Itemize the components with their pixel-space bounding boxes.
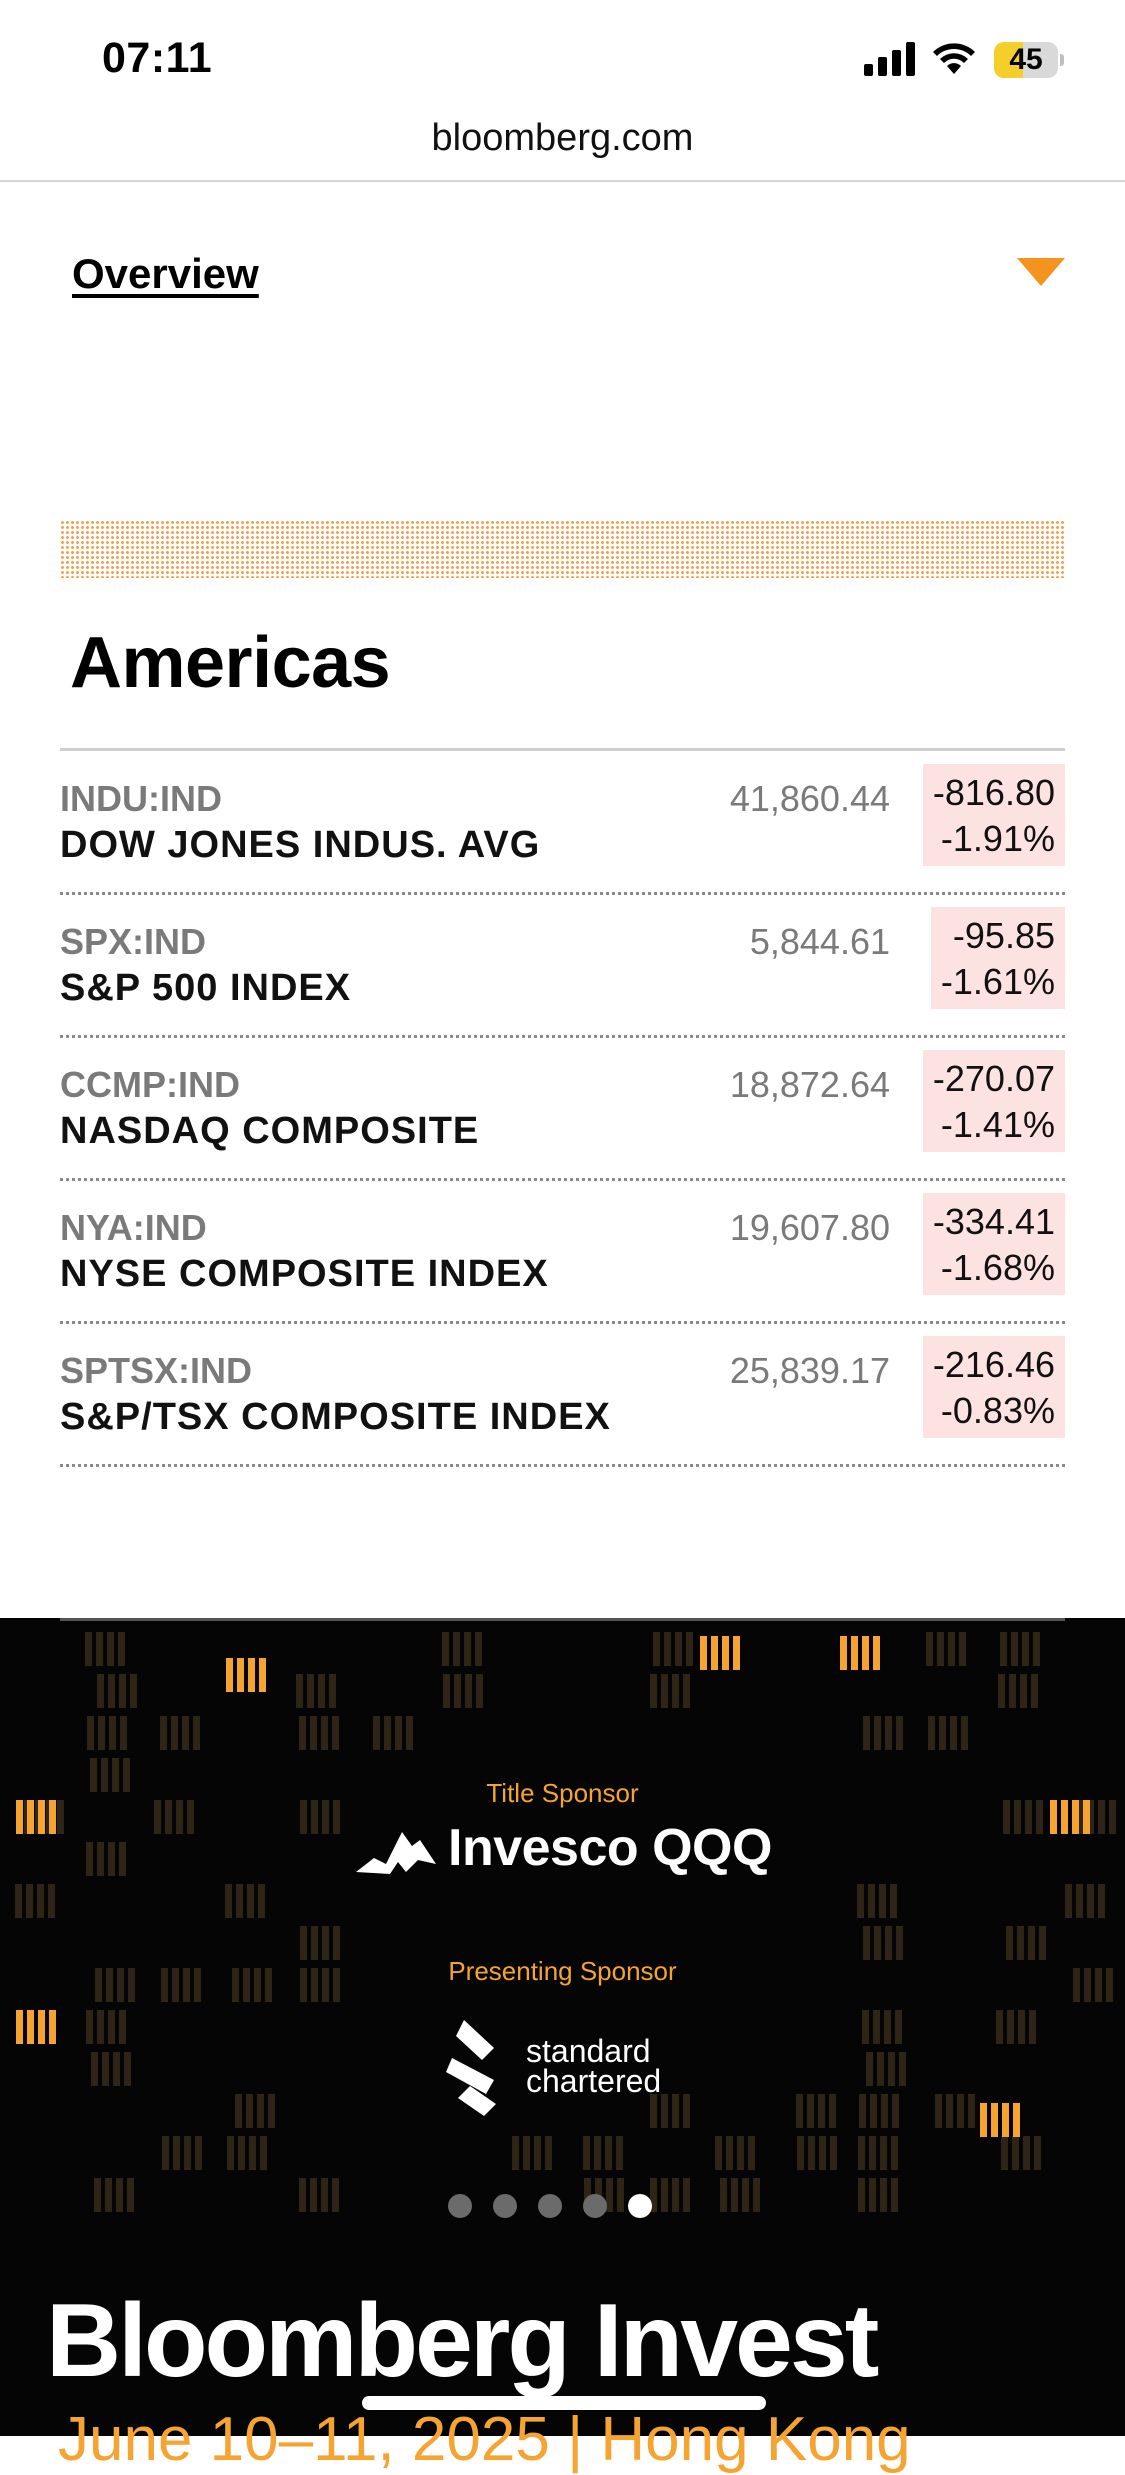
standard-chartered-icon — [446, 2020, 496, 2116]
quote-change-pct: -0.83% — [940, 1390, 1055, 1431]
quote-price: 25,839.17 — [729, 1350, 890, 1391]
quote-row[interactable]: NYA:IND NYSE COMPOSITE INDEX 19,607.80 -… — [60, 1181, 1065, 1324]
triangle-down-icon[interactable] — [1017, 258, 1065, 286]
quote-change: -816.80 — [932, 772, 1055, 813]
quote-ticker: SPX:IND — [60, 921, 207, 962]
presenting-sponsor-label: Presenting Sponsor — [448, 1956, 677, 1986]
mountain-icon — [356, 1832, 436, 1874]
battery-level: 45 — [1009, 43, 1043, 76]
signal-icon — [864, 42, 915, 76]
quote-change-badge: -270.07 -1.41% — [922, 1050, 1065, 1152]
quote-list: INDU:IND DOW JONES INDUS. AVG 41,860.44 … — [60, 752, 1065, 1467]
quote-change: -95.85 — [952, 915, 1055, 956]
quote-change-badge: -95.85 -1.61% — [930, 907, 1065, 1009]
quote-change: -270.07 — [932, 1058, 1055, 1099]
quote-ticker: SPTSX:IND — [60, 1350, 253, 1391]
battery-fill — [994, 42, 1023, 78]
quote-price: 41,860.44 — [729, 778, 890, 819]
address-bar[interactable]: bloomberg.com — [0, 110, 1125, 182]
battery-icon: 45 — [994, 42, 1064, 78]
sponsor-ad-banner[interactable]: Title Sponsor Invesco QQQ Presenting Spo… — [0, 1618, 1125, 2436]
status-time: 07:11 — [102, 34, 213, 82]
quote-name: S&P/TSX COMPOSITE INDEX — [60, 1396, 611, 1438]
carousel-dots[interactable] — [448, 2194, 658, 2222]
quote-ticker: CCMP:IND — [60, 1064, 240, 1105]
quote-change: -216.46 — [932, 1344, 1055, 1385]
carousel-dot[interactable] — [538, 2194, 562, 2218]
quote-row[interactable]: SPTSX:IND S&P/TSX COMPOSITE INDEX 25,839… — [60, 1324, 1065, 1467]
invesco-logo: Invesco QQQ — [356, 1818, 776, 1882]
quote-change-badge: -216.46 -0.83% — [922, 1336, 1065, 1438]
quote-price: 19,607.80 — [729, 1207, 890, 1248]
title-sponsor-name: Invesco QQQ — [448, 1819, 772, 1877]
quote-name: DOW JONES INDUS. AVG — [60, 824, 541, 866]
wifi-icon — [933, 43, 975, 74]
quote-row[interactable]: CCMP:IND NASDAQ COMPOSITE 18,872.64 -270… — [60, 1038, 1065, 1181]
carousel-dot[interactable] — [448, 2194, 472, 2218]
quote-change-badge: -334.41 -1.68% — [922, 1193, 1065, 1295]
quote-change-pct: -1.41% — [940, 1104, 1055, 1145]
presenting-sponsor-line1: standard — [526, 2033, 651, 2069]
quote-ticker: NYA:IND — [60, 1207, 207, 1248]
quote-row[interactable]: SPX:IND S&P 500 INDEX 5,844.61 -95.85 -1… — [60, 895, 1065, 1038]
quote-change-badge: -816.80 -1.91% — [922, 764, 1065, 866]
ad-headline: Bloomberg Invest — [46, 2283, 879, 2399]
quote-name: S&P 500 INDEX — [60, 967, 352, 1009]
quote-change-pct: -1.91% — [940, 818, 1055, 859]
carousel-dot[interactable] — [583, 2194, 607, 2218]
quote-change: -334.41 — [932, 1201, 1055, 1242]
quote-price: 18,872.64 — [729, 1064, 890, 1105]
section-divider — [60, 748, 1065, 751]
quote-change-pct: -1.61% — [940, 961, 1055, 1002]
quote-name: NYSE COMPOSITE INDEX — [60, 1253, 549, 1295]
home-indicator[interactable] — [362, 2396, 766, 2410]
carousel-dot[interactable] — [628, 2194, 652, 2218]
quote-ticker: INDU:IND — [60, 778, 222, 819]
ad-divider — [60, 1618, 1065, 1621]
quote-change-pct: -1.68% — [940, 1247, 1055, 1288]
title-sponsor-label: Title Sponsor — [486, 1778, 639, 1808]
status-bar: 07:11 45 — [0, 0, 1125, 120]
url-text: bloomberg.com — [431, 117, 694, 159]
overview-dropdown[interactable]: Overview — [72, 250, 259, 297]
presenting-sponsor-name: standard chartered — [526, 2033, 662, 2099]
ad-date-line: June 10–11, 2025 | Hong Kong — [58, 2405, 911, 2474]
carousel-dot[interactable] — [493, 2194, 517, 2218]
quote-row[interactable]: INDU:IND DOW JONES INDUS. AVG 41,860.44 … — [60, 752, 1065, 895]
decorative-dot-band — [60, 520, 1065, 578]
standard-chartered-logo: standard chartered — [444, 2018, 684, 2118]
quote-name: NASDAQ COMPOSITE — [60, 1110, 480, 1152]
presenting-sponsor-line2: chartered — [526, 2063, 662, 2099]
section-title: Americas — [70, 623, 391, 703]
quote-price: 5,844.61 — [749, 921, 890, 962]
ad-pattern — [15, 1632, 1116, 2212]
